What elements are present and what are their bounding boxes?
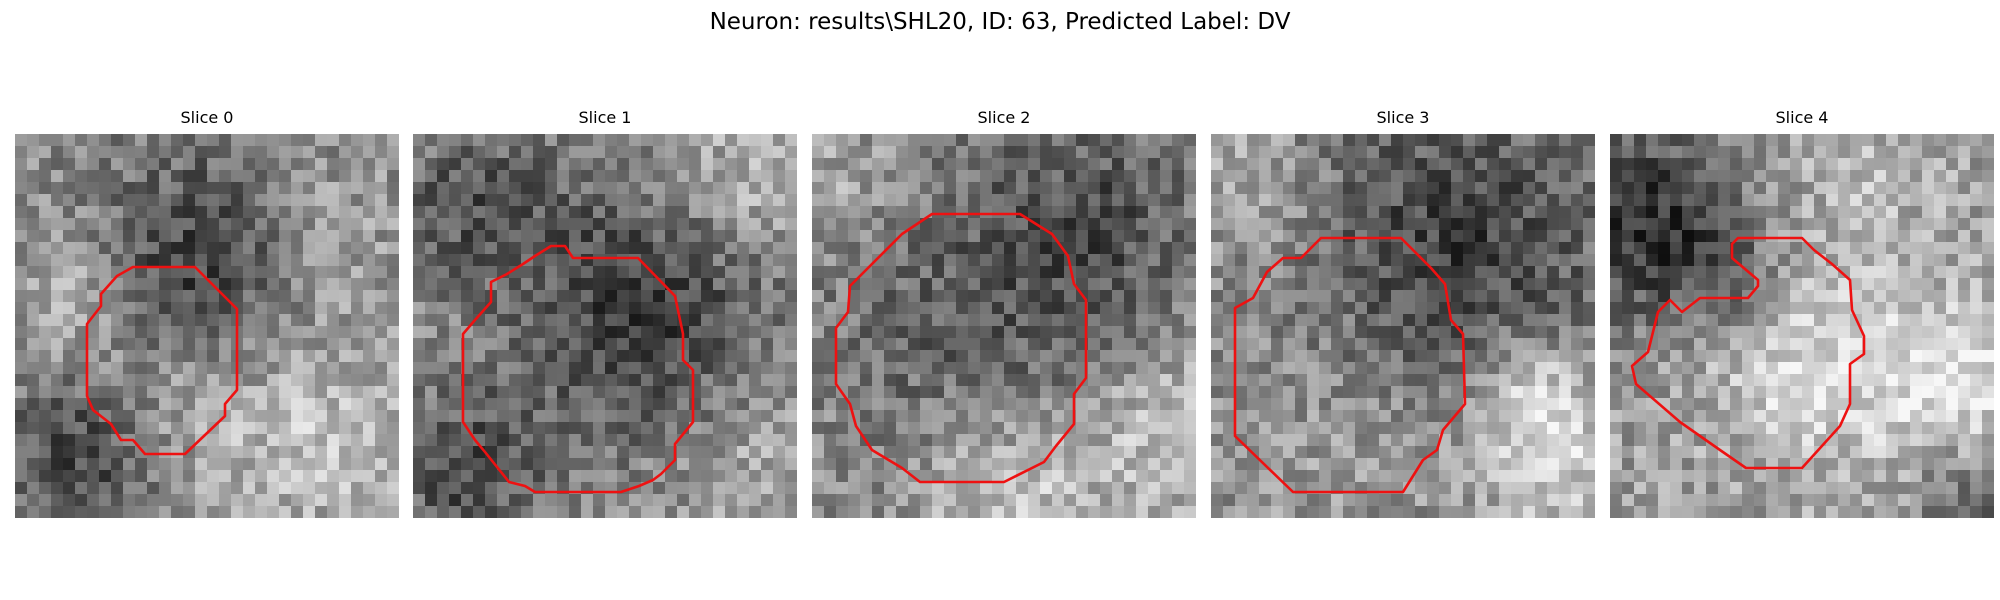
slice-panel-3: Slice 3	[1211, 106, 1595, 524]
neuron-contour-4	[1630, 236, 1866, 470]
slice-title-0: Slice 0	[180, 108, 234, 127]
slice-image-0	[15, 134, 399, 518]
slice-panel-0: Slice 0	[15, 106, 399, 524]
slice-image-2	[812, 134, 1196, 518]
neuron-contour-1	[461, 244, 695, 494]
neuron-contour-2	[834, 212, 1088, 484]
slice-panel-1: Slice 1	[413, 106, 797, 524]
slice-image-3	[1211, 134, 1595, 518]
neuron-contour-3	[1233, 236, 1467, 494]
slice-panel-4: Slice 4	[1610, 106, 1994, 524]
slice-title-4: Slice 4	[1775, 108, 1829, 127]
neuron-contour-0	[85, 265, 239, 456]
slice-image-4	[1610, 134, 1994, 518]
slice-title-3: Slice 3	[1376, 108, 1430, 127]
slice-title-1: Slice 1	[578, 108, 632, 127]
slice-image-1	[413, 134, 797, 518]
slice-panel-2: Slice 2	[812, 106, 1196, 524]
figure-title: Neuron: results\SHL20, ID: 63, Predicted…	[709, 9, 1291, 35]
slice-title-2: Slice 2	[977, 108, 1031, 127]
